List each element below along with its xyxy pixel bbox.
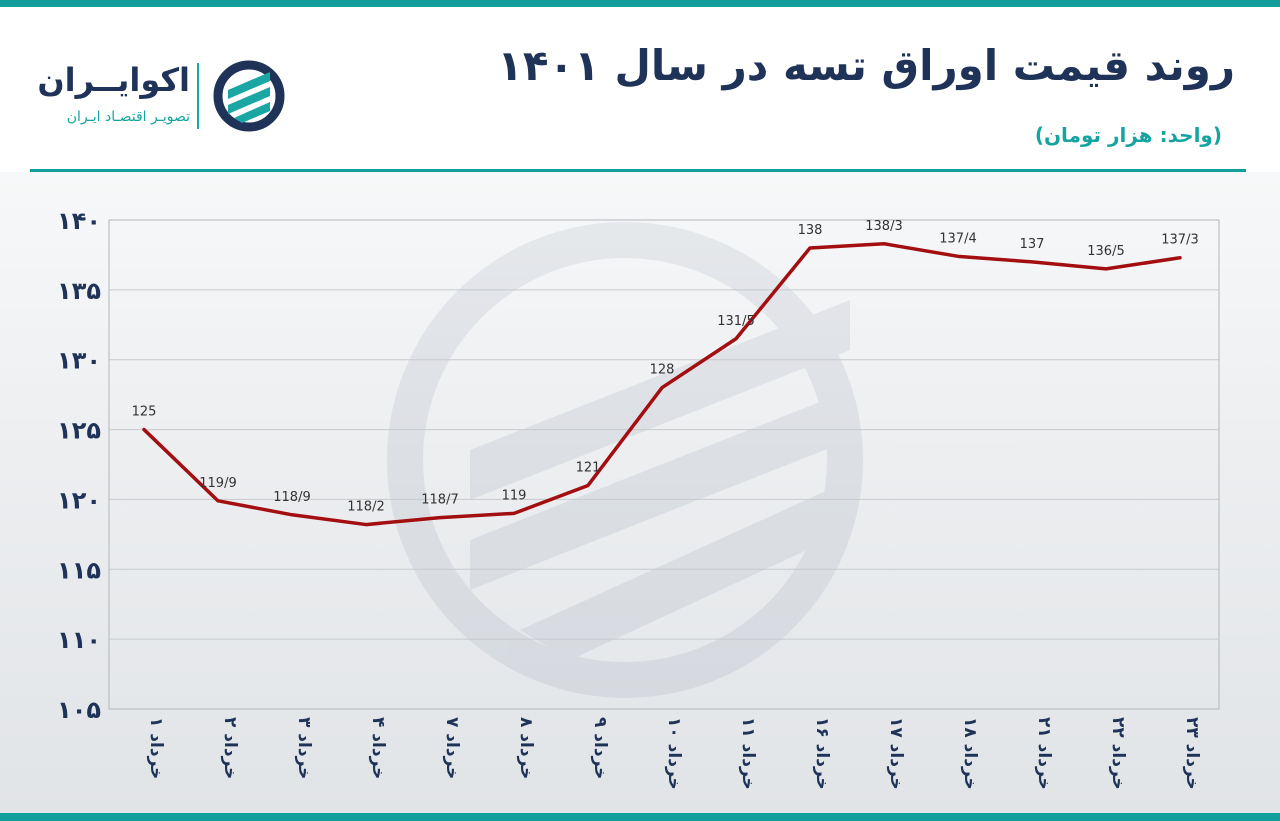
x-tick-label: ۱۱ خرداد [738,717,758,790]
x-tick-label: ۲ خرداد [220,717,240,779]
x-tick-label: ۴ خرداد [368,717,388,779]
data-label: 125 [132,405,157,420]
logo-separator [197,63,199,129]
logo-subtitle: تصویـر اقتصـاد ایـران [66,109,190,125]
data-label: 138 [798,223,823,238]
data-label: 128 [650,363,675,378]
y-tick-label: ۱۲۰ [57,486,101,514]
x-tick-label: ۱۸ خرداد [960,717,980,790]
y-tick-label: ۱۴۰ [57,207,101,235]
x-tick-label: ۱۶ خرداد [812,717,832,790]
logo-name: اکوایــران [37,61,190,99]
data-label: 131/5 [717,314,754,329]
unit-label: (واحد: هزار تومان) [1034,123,1222,147]
data-label: 138/3 [865,219,902,234]
data-labels: 125 119/9 118/9 118/2 118/7 119 121 128 131/5 138… [132,219,1199,515]
header: روند قیمت اوراق تسه در سال ۱۴۰۱ (واحد: ه… [0,7,1280,172]
gridlines [109,289,1219,640]
y-tick-label: ۱۱۵ [57,556,101,584]
x-tick-label: ۲۱ خرداد [1034,717,1054,790]
bottom-accent-bar [0,813,1280,821]
x-tick-label: ۸ خرداد [516,717,536,779]
y-tick-label: ۱۱۰ [57,626,101,654]
chart-area [0,172,1280,813]
x-axis-ticks: ۱ خرداد ۲ خرداد ۳ خرداد ۴ خرداد ۷ خرداد ۸ خرد… [146,717,1202,790]
y-axis-ticks: ۱۰۵ ۱۱۰ ۱۱۵ ۱۲۰ ۱۲۵ ۱۳۰ ۱۳۵ ۱۴۰ [57,207,101,724]
data-label: 136/5 [1087,244,1124,259]
logo: اکوایــران تصویـر اقتصـاد ایـران [30,57,290,137]
x-tick-label: ۱۷ خرداد [886,717,906,790]
data-label: 118/9 [273,490,310,505]
y-tick-label: ۱۳۰ [57,347,101,375]
data-label: 137/3 [1161,233,1198,248]
x-tick-label: ۳ خرداد [294,717,314,779]
series-line [142,242,1182,527]
x-tick-label: ۲۲ خرداد [1108,717,1128,790]
y-tick-label: ۱۰۵ [57,696,101,724]
data-label: 137/4 [939,231,976,246]
top-accent-bar [0,0,1280,7]
data-label: 119/9 [199,476,236,491]
y-tick-label: ۱۲۵ [57,417,101,445]
chart-title: روند قیمت اوراق تسه در سال ۱۴۰۱ [497,41,1235,90]
x-tick-label: ۹ خرداد [590,717,610,779]
data-label: 137 [1020,237,1045,252]
y-tick-label: ۱۳۵ [57,277,101,305]
watermark-logo [387,222,863,698]
x-tick-label: ۱۰ خرداد [664,717,684,790]
plot-frame [108,219,1220,710]
series-line-path [142,242,1182,527]
data-label: 118/2 [347,500,384,515]
ecoiran-logo-icon [213,60,285,132]
x-tick-label: ۱ خرداد [146,717,166,779]
x-tick-label: ۷ خرداد [442,717,462,779]
data-label: 119 [502,488,527,503]
x-tick-label: ۲۳ خرداد [1182,717,1202,790]
header-divider [30,169,1246,172]
data-label: 118/7 [421,493,458,508]
data-label: 121 [576,460,601,475]
